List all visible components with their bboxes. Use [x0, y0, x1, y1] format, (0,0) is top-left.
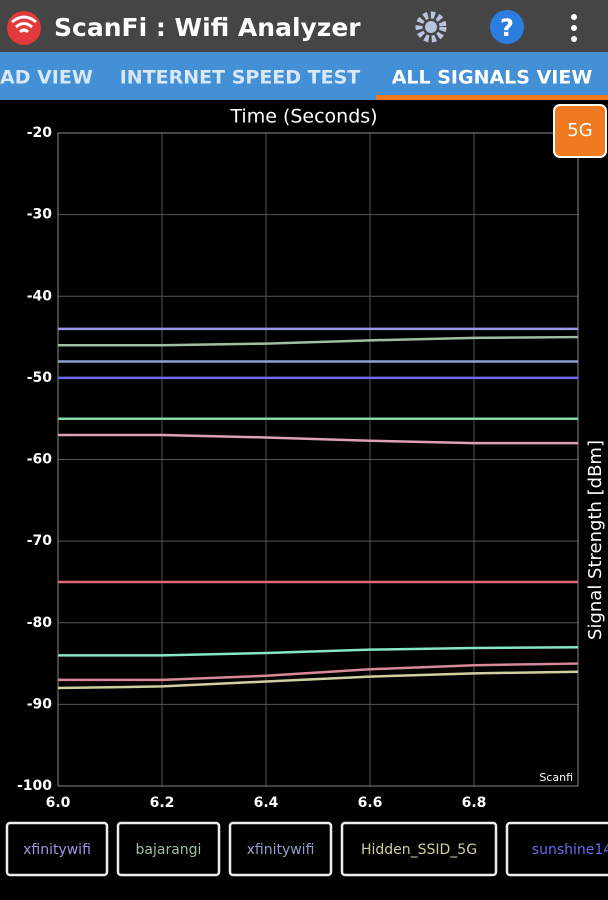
legend-label[interactable]: Hidden_SSID_5G: [361, 842, 477, 858]
legend-label[interactable]: sunshine14: [532, 842, 608, 858]
tab[interactable]: AD VIEW: [0, 67, 93, 89]
x-tick-label: 6.2: [150, 795, 175, 811]
menu-button[interactable]: [571, 14, 577, 42]
y-axis-label: Signal Strength [dBm]: [585, 440, 606, 640]
legend-button[interactable]: [5, 821, 109, 877]
legend-label[interactable]: bajarangi: [136, 842, 202, 858]
tab-selected[interactable]: ALL SIGNALS VIEW: [392, 67, 593, 89]
legend-button[interactable]: [340, 821, 498, 877]
y-tick-label: -60: [27, 452, 53, 468]
x-tick-label: 6.4: [254, 795, 279, 811]
legend: xfinitywifi bajarangi xfinitywifi Hidden_SS…: [5, 821, 608, 877]
signal-line: [58, 335, 579, 347]
app-icon: [7, 11, 41, 45]
y-tick-label: -100: [17, 778, 52, 794]
chart-title: Time (Seconds): [229, 106, 377, 128]
legend-button[interactable]: [505, 821, 608, 877]
y-tick-label: -30: [27, 207, 53, 223]
settings-button[interactable]: [415, 11, 447, 43]
tab-bar: [0, 52, 608, 100]
signal-line: [58, 662, 579, 682]
band-button[interactable]: [553, 104, 607, 158]
svg-text:?: ?: [500, 14, 514, 42]
y-tick-label: -20: [27, 125, 53, 141]
x-tick-label: 6.8: [462, 795, 487, 811]
y-tick-label: -90: [27, 696, 53, 712]
x-tick-label: 6.0: [46, 795, 71, 811]
legend-button[interactable]: [116, 821, 221, 877]
legend-button[interactable]: [228, 821, 333, 877]
x-tick-label: 6.6: [358, 795, 383, 811]
y-tick-label: -50: [27, 370, 53, 386]
signal-line: [58, 645, 579, 657]
tab-indicator: [376, 95, 608, 100]
signal-line: [57, 670, 579, 690]
plot-frame: [57, 132, 579, 787]
band-button-label[interactable]: 5G: [567, 120, 592, 141]
plot: Time (Seconds) Signal Strength [dBm] -20 -3…: [17, 106, 606, 812]
y-tick-label: -80: [27, 615, 53, 631]
tab[interactable]: INTERNET SPEED TEST: [120, 67, 361, 89]
legend-label[interactable]: xfinitywifi: [247, 842, 315, 858]
app-title: ScanFi : Wifi Analyzer: [54, 13, 361, 42]
watermark: Scanfi: [539, 771, 573, 784]
legend-label[interactable]: xfinitywifi: [23, 842, 91, 858]
help-button[interactable]: ?: [490, 10, 524, 44]
y-tick-label: -70: [27, 533, 53, 549]
signal-line: [58, 433, 578, 445]
y-tick-label: -40: [27, 288, 53, 304]
